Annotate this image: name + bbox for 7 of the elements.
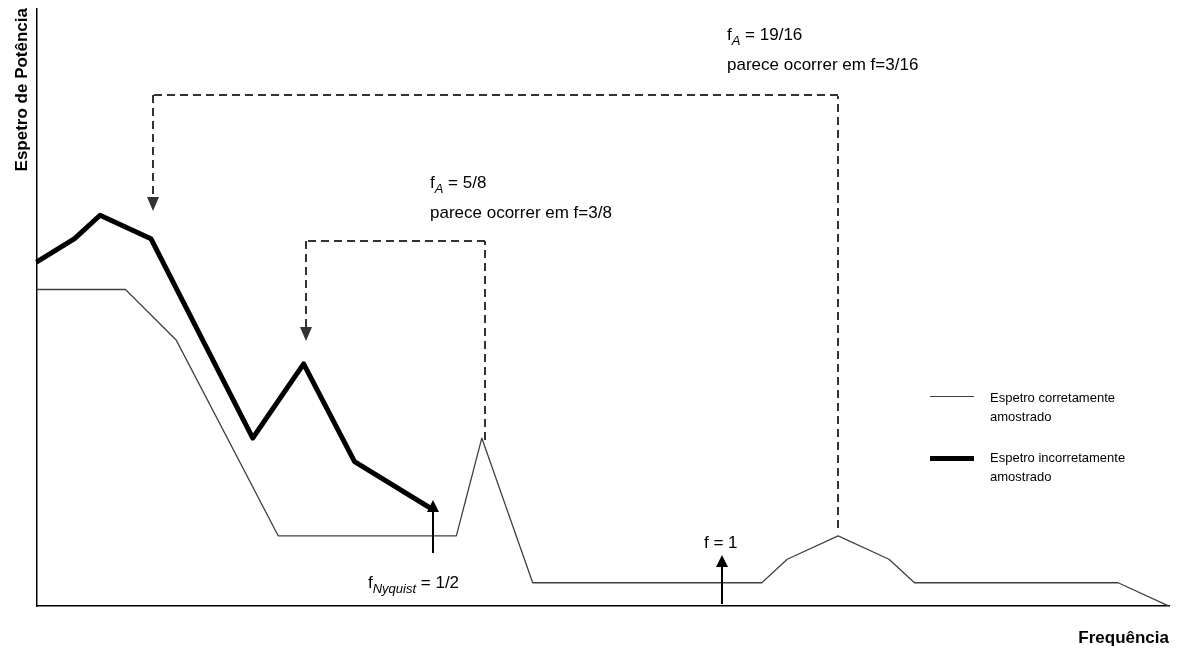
annotation: parece ocorrer em f=3/8 xyxy=(430,203,612,222)
legend-label: Espetro incorretamente amostrado xyxy=(990,449,1127,486)
y-axis-title: Espetro de Potência xyxy=(11,7,31,172)
annotation: f = 1 xyxy=(704,533,738,552)
text: parece ocorrer em f=3/16 xyxy=(727,55,919,74)
legend-label: Espetro corretamente amostrado xyxy=(990,389,1116,426)
x-axis-title: Frequência xyxy=(1078,628,1170,648)
